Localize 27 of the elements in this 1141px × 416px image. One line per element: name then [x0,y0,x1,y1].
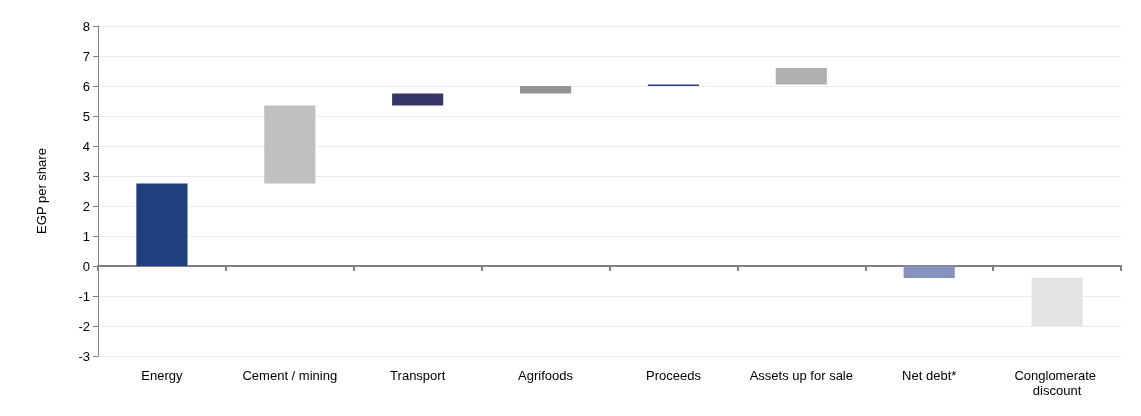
x-tick-label: Energy [141,368,184,383]
bar [519,86,572,94]
y-tick-label: 5 [82,108,90,124]
bar [264,105,316,184]
x-tick-label: Cement / mining [242,368,338,383]
y-tick-label: 0 [82,258,90,274]
bar [775,68,827,85]
y-tick-label: -3 [78,348,90,364]
y-axis-title: EGP per share [34,148,49,234]
y-tick-label: 4 [82,138,90,154]
y-tick-label: 3 [82,168,90,184]
y-tick-label: -2 [78,318,90,334]
y-tick-label: 6 [82,78,90,94]
y-tick-label: 8 [82,18,90,34]
bar [136,183,188,266]
x-tick-label: Agrifoods [518,368,574,383]
x-tick-label: Net debt* [902,368,957,383]
y-tick-label: 2 [82,198,90,214]
y-tick-label: -1 [78,288,90,304]
y-tick-label: 1 [82,228,90,244]
x-tick-label: Conglomerate discount [1014,368,1100,398]
x-tick-label: Transport [390,368,446,383]
y-tick-label: 7 [82,48,90,64]
bar [392,93,444,106]
x-tick-label: Proceeds [645,368,702,383]
bar [903,266,955,278]
x-tick-label: Assets up for sale [749,368,853,383]
